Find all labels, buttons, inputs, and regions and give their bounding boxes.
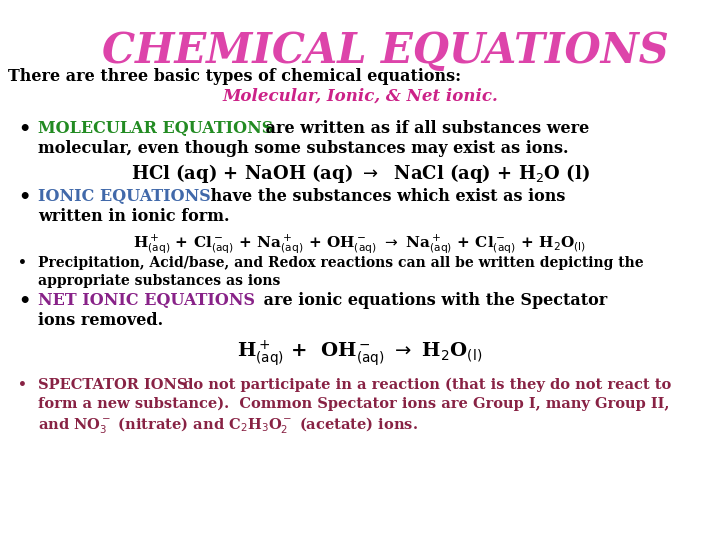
- Text: and NO$_3^-$ (nitrate) and C$_2$H$_3$O$_2^-$ (acetate) ions.: and NO$_3^-$ (nitrate) and C$_2$H$_3$O$_…: [38, 416, 418, 436]
- Text: Precipitation, Acid/base, and Redox reactions can all be written depicting the: Precipitation, Acid/base, and Redox reac…: [38, 256, 644, 270]
- Text: have the substances which exist as ions: have the substances which exist as ions: [205, 188, 565, 205]
- Text: form a new substance).  Common Spectator ions are Group I, many Group II,: form a new substance). Common Spectator …: [38, 397, 670, 411]
- Text: SPECTATOR IONS: SPECTATOR IONS: [38, 378, 187, 392]
- Text: CHEMICAL EQUATIONS: CHEMICAL EQUATIONS: [102, 30, 668, 72]
- Text: •: •: [18, 256, 27, 270]
- Text: Molecular, Ionic, & Net ionic.: Molecular, Ionic, & Net ionic.: [222, 88, 498, 105]
- Text: •: •: [18, 292, 30, 310]
- Text: MOLECULAR EQUATIONS: MOLECULAR EQUATIONS: [38, 120, 274, 137]
- Text: molecular, even though some substances may exist as ions.: molecular, even though some substances m…: [38, 140, 569, 157]
- Text: H$^+_{\rm (aq)}$ + Cl$^-_{\rm (aq)}$ + Na$^+_{\rm (aq)}$ + OH$^-_{\rm (aq)}$ $\r: H$^+_{\rm (aq)}$ + Cl$^-_{\rm (aq)}$ + N…: [133, 232, 587, 256]
- Text: written in ionic form.: written in ionic form.: [38, 208, 230, 225]
- Text: H$^+_{\rm (aq)}$ +  OH$^-_{\rm (aq)}$ $\rightarrow$ H$_2$O$_{\rm (l)}$: H$^+_{\rm (aq)}$ + OH$^-_{\rm (aq)}$ $\r…: [238, 338, 482, 368]
- Text: There are three basic types of chemical equations:: There are three basic types of chemical …: [8, 68, 461, 85]
- Text: IONIC EQUATIONS: IONIC EQUATIONS: [38, 188, 211, 205]
- Text: HCl (aq) + NaOH (aq) $\rightarrow$  NaCl (aq) + H$_2$O (l): HCl (aq) + NaOH (aq) $\rightarrow$ NaCl …: [130, 162, 590, 185]
- Text: ions removed.: ions removed.: [38, 312, 163, 329]
- Text: do not participate in a reaction (that is they do not react to: do not participate in a reaction (that i…: [178, 378, 671, 393]
- Text: NET IONIC EQUATIONS: NET IONIC EQUATIONS: [38, 292, 255, 309]
- Text: •: •: [18, 188, 30, 206]
- Text: are written as if all substances were: are written as if all substances were: [260, 120, 589, 137]
- Text: •: •: [18, 378, 27, 392]
- Text: appropriate substances as ions: appropriate substances as ions: [38, 274, 280, 288]
- Text: •: •: [18, 120, 30, 138]
- Text: are ionic equations with the Spectator: are ionic equations with the Spectator: [258, 292, 607, 309]
